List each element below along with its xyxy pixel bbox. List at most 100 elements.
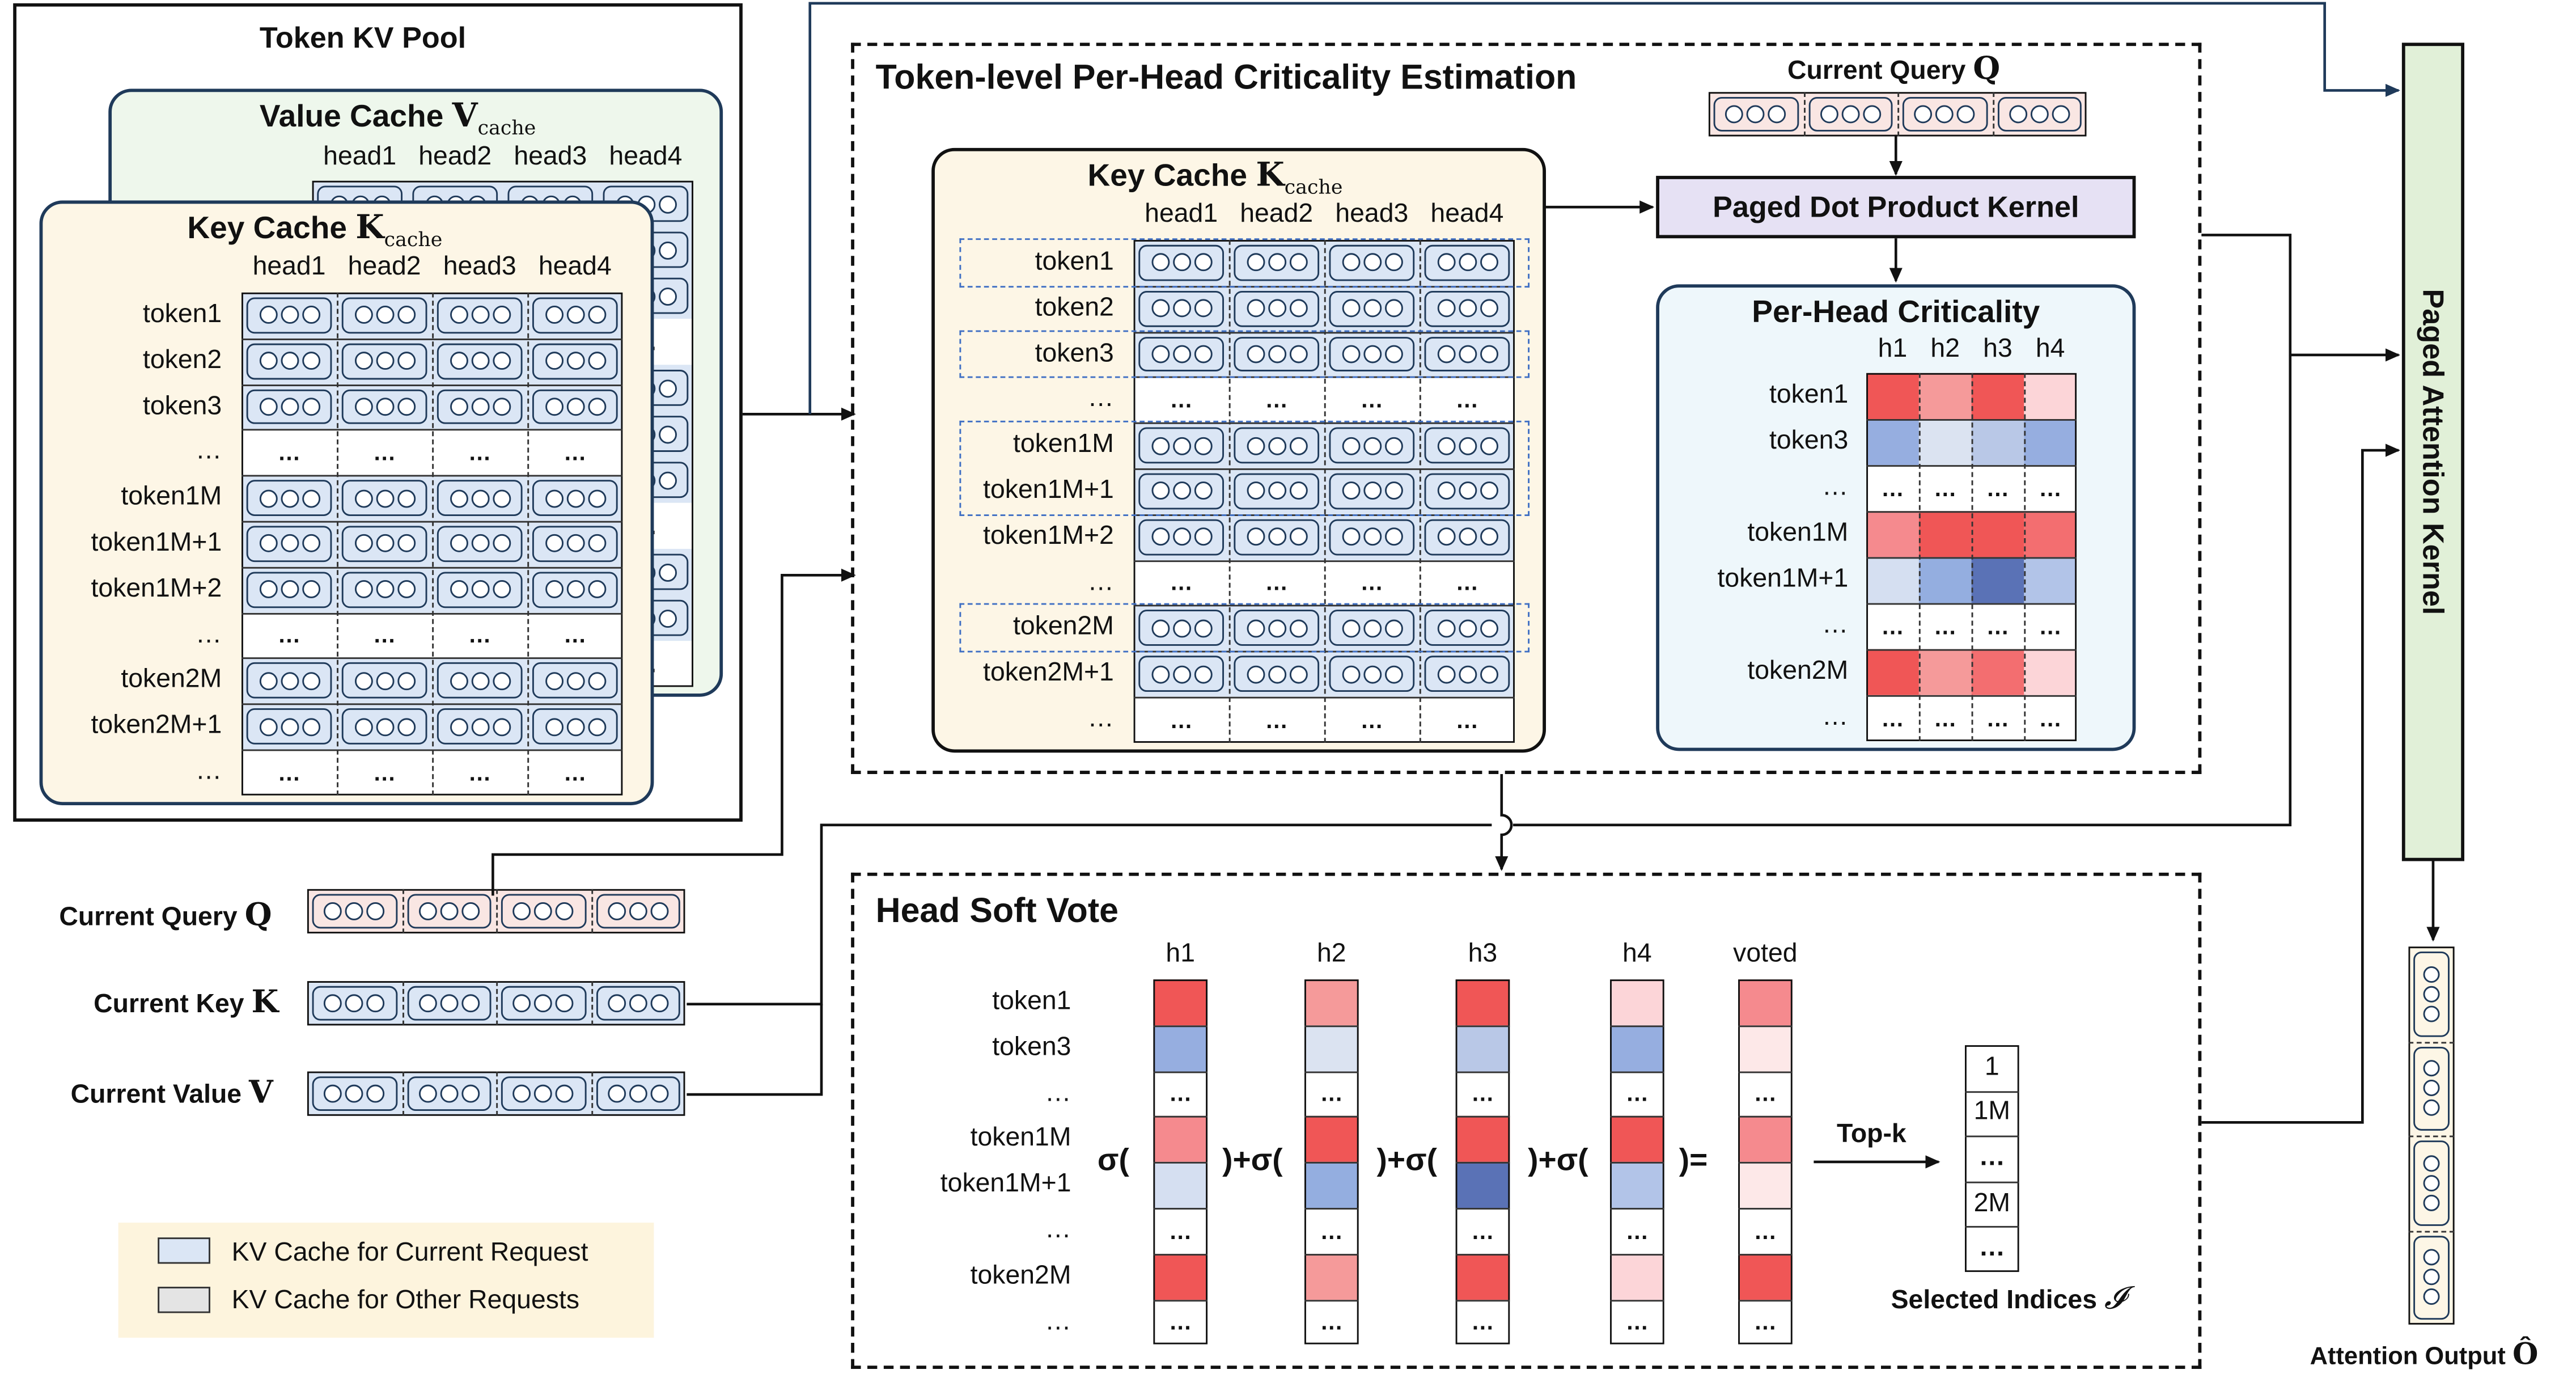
input-cell-dot [461, 1084, 480, 1103]
kv-cell [337, 658, 433, 704]
input-cell-pill [312, 986, 397, 1021]
kv-cell-pill [246, 388, 332, 425]
kv-cell-pill [246, 571, 332, 608]
selected-hline [1965, 1227, 2019, 1228]
column-hline [1455, 1208, 1510, 1210]
input-cell-pill [595, 1076, 680, 1111]
kv-cell-pill [341, 343, 427, 379]
kv-cell-dot [471, 580, 489, 599]
est-current-query-label: Current Query Q [1787, 50, 2001, 87]
column-hline [1455, 1025, 1510, 1027]
kv-cell-dot [354, 398, 372, 416]
heat-cell [1610, 1116, 1664, 1162]
vote-operator: )+σ( [1222, 1144, 1283, 1178]
grid-hline [1866, 418, 2077, 421]
kv-cell-dot [396, 717, 415, 736]
column-hline [1610, 1253, 1664, 1255]
kv-cell-dot [375, 580, 394, 599]
selected-indices-label: Selected Indices 𝓘 [1891, 1280, 2126, 1317]
heat-cell [1610, 1162, 1664, 1208]
input-cell-dot [439, 1084, 458, 1103]
vote-operator: )= [1679, 1144, 1708, 1178]
ellipsis-cell: … [337, 749, 433, 796]
kv-cell [432, 338, 528, 384]
ellipsis-cell: … [337, 429, 433, 476]
selected-hline [1965, 1090, 2019, 1092]
kv-cell-pill [437, 480, 523, 516]
heat-cell [1153, 1025, 1208, 1071]
kv-cell-dot [280, 717, 298, 736]
output-pill [2413, 1235, 2450, 1320]
grid-hline [1866, 557, 2077, 559]
output-cell [2408, 1135, 2455, 1231]
kv-cell-dot [471, 306, 489, 325]
heat-cell [1304, 1116, 1359, 1162]
heat-cell [1455, 1025, 1510, 1071]
input-cell [307, 1071, 402, 1116]
token-label: … [195, 620, 222, 649]
output-dot [2423, 1249, 2440, 1266]
input-query-label: Current Query Q [59, 897, 272, 934]
selected-token-highlight [959, 603, 1530, 653]
kv-cell-dot [587, 352, 605, 370]
heat-cell [1738, 1162, 1793, 1208]
grid-vline [337, 292, 338, 796]
input-cell-dot [418, 902, 437, 920]
head-label: head4 [609, 143, 683, 171]
legend-other-label: KV Cache for Other Requests [231, 1287, 579, 1315]
token-label: … [1821, 611, 1849, 640]
grid-hline [242, 612, 623, 614]
column-hline [1455, 1071, 1510, 1073]
grid-hline [1866, 649, 2077, 651]
ellipsis-cell: … [1610, 1208, 1664, 1254]
selected-index-cell: … [1965, 1136, 2019, 1182]
kv-cell-dot [566, 352, 584, 370]
output-dot [2423, 986, 2440, 1003]
selected-index-cell: 1 [1965, 1045, 2019, 1091]
wire-vote-to-attention [2201, 443, 2400, 1124]
token-label: token3 [1769, 427, 1849, 455]
input-cell-pill [406, 1076, 492, 1111]
ellipsis-cell: … [432, 429, 528, 476]
kv-cell-dot [301, 352, 320, 370]
token-label: token2 [142, 346, 222, 374]
value-cell-dot [658, 471, 676, 489]
heat-cell [1455, 1116, 1510, 1162]
input-cell-dot [512, 994, 531, 1013]
input-cell-dot [461, 994, 480, 1013]
kv-cell-dot [375, 489, 394, 508]
column-label: h3 [1468, 940, 1498, 968]
value-cache-title: Value Cache Vcache [259, 95, 536, 140]
token-label: token1M [1747, 519, 1849, 548]
input-cell [307, 889, 402, 934]
kv-cell-dot [544, 489, 563, 508]
token-label: token1 [142, 301, 222, 329]
kv-cell-dot [354, 671, 372, 690]
kv-cell-dot [301, 489, 320, 508]
selected-index-cell: … [1965, 1227, 2019, 1273]
kv-cell-dot [471, 717, 489, 736]
kv-cell [527, 521, 623, 567]
input-cell-dot [461, 902, 480, 920]
wire-estimation-to-attention [2201, 234, 2400, 362]
token-label: … [1087, 384, 1114, 413]
paged-dot-product-kernel-label: Paged Dot Product Kernel [1713, 191, 2079, 224]
grid-hline [242, 703, 623, 705]
ellipsis-cell: … [527, 429, 623, 476]
key-cache-title: Key Cache Kcache [187, 207, 443, 251]
ellipsis-cell: … [1738, 1208, 1793, 1254]
ellipsis-cell: … [1153, 1299, 1208, 1345]
kv-cell-pill [532, 480, 618, 516]
kv-cell-dot [587, 398, 605, 416]
kv-cell [527, 338, 623, 384]
token-label: … [195, 757, 222, 785]
token-label: token1 [1769, 381, 1849, 409]
column-hline [1304, 1071, 1359, 1073]
input-cell-dot [366, 994, 385, 1013]
input-cell-dot [534, 1084, 553, 1103]
ellipsis-cell: … [1455, 1208, 1510, 1254]
token-label: … [1821, 473, 1849, 501]
legend-current-label: KV Cache for Current Request [231, 1239, 588, 1267]
kv-cell [337, 292, 433, 339]
